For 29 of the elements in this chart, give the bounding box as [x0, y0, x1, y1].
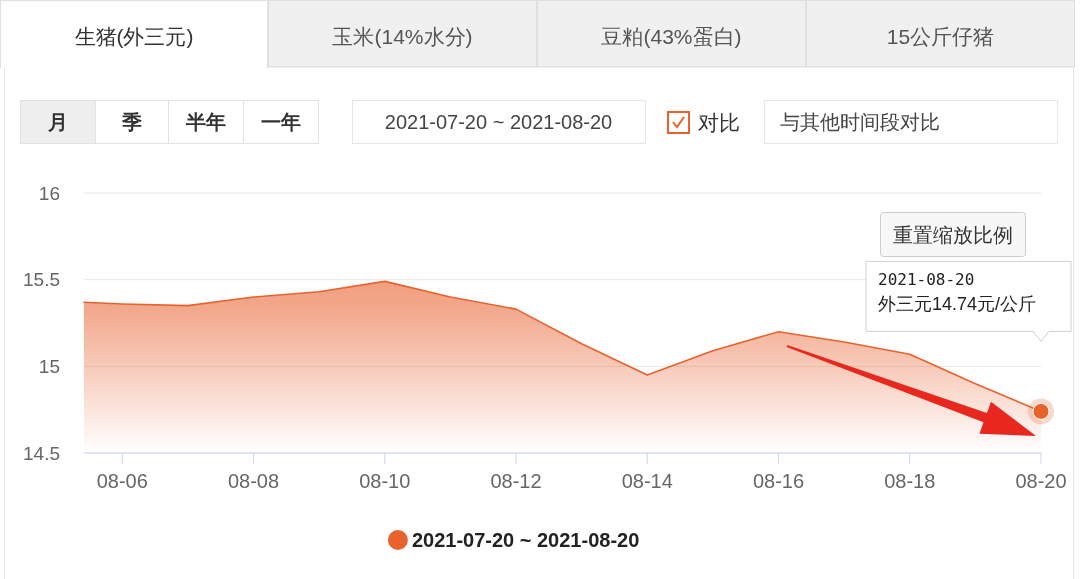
button: 重置缩放比例	[880, 212, 1026, 257]
y-tick-label: 14.5	[23, 442, 60, 464]
toggle-button: 月	[20, 100, 96, 144]
tab: 15公斤仔猪	[806, 0, 1075, 67]
x-tick-label: 08-14	[621, 470, 673, 492]
x-tick-label: 08-10	[359, 470, 411, 492]
toggle-button: 一年	[243, 100, 319, 144]
x-tick-label: 08-06	[96, 470, 148, 492]
x-tick-label: 08-16	[752, 470, 805, 492]
tab: 豆粕(43%蛋白)	[537, 0, 806, 67]
text: 对比	[698, 110, 740, 134]
tab: 玉米(14%水分)	[268, 0, 537, 67]
annotation: 重置缩放比例	[892, 224, 1013, 246]
y-tick-label: 15.5	[23, 269, 60, 291]
x-tick-label: 08-08	[227, 470, 280, 492]
tooltip: 2021-08-20 外三元14.74元/公斤	[865, 260, 1072, 342]
y-tick-label: 16	[38, 182, 60, 204]
legend-label: 2021-07-20 ~ 2021-08-20	[411, 529, 640, 551]
text-field: 与其他时间段对比	[764, 100, 1058, 144]
x-tick-label: 08-18	[884, 470, 936, 492]
y-tick-label: 15	[38, 355, 60, 377]
toggle-button: 季	[95, 100, 169, 144]
annotation: 外三元14.74元/公斤	[878, 294, 1037, 315]
tab: 生猪(外三元)	[0, 0, 268, 68]
text-field: 2021-07-20 ~ 2021-08-20	[352, 100, 646, 144]
x-tick-label: 08-12	[490, 470, 542, 492]
x-tick-label: 08-20	[1015, 470, 1067, 492]
annotation: 2021-08-20	[878, 270, 975, 290]
toggle-button: 半年	[168, 100, 244, 144]
